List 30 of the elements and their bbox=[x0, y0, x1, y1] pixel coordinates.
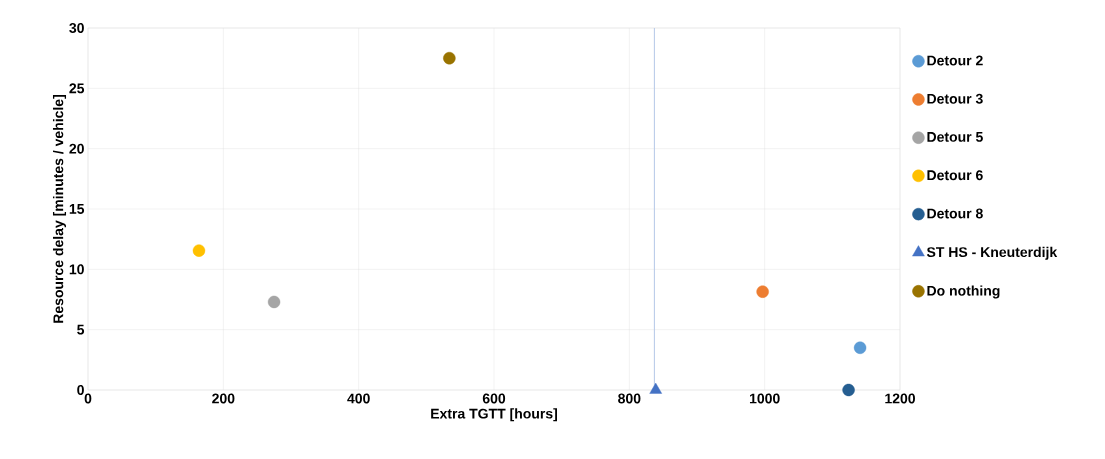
x-tick-label: 1000 bbox=[749, 393, 780, 404]
x-axis-title: Extra TGTT [hours] bbox=[431, 408, 557, 422]
x-tick-label: 400 bbox=[347, 393, 370, 404]
y-tick-label: 10 bbox=[69, 264, 84, 275]
point bbox=[649, 382, 662, 394]
legend-label: Detour 8 bbox=[927, 208, 983, 219]
y-tick-label: 25 bbox=[69, 83, 85, 94]
legend-label: Detour 5 bbox=[927, 132, 983, 142]
y-tick-label: 5 bbox=[77, 324, 85, 335]
y-axis-title: Resource delay [minutes / vehicle] bbox=[52, 95, 67, 323]
y-tick-label: 20 bbox=[69, 143, 84, 154]
x-tick-label: 200 bbox=[212, 393, 235, 404]
x-tick-label: 0 bbox=[84, 393, 92, 404]
legend-label: Detour 2 bbox=[927, 55, 983, 66]
point bbox=[842, 383, 855, 397]
legend-label: Detour 6 bbox=[927, 170, 983, 181]
x-tick-label: 1200 bbox=[885, 393, 915, 404]
point bbox=[853, 341, 867, 354]
y-tick-label: 30 bbox=[69, 23, 84, 33]
legend-label: Detour 3 bbox=[927, 93, 983, 104]
y-tick-label: 0 bbox=[77, 385, 84, 395]
x-tick-label: 600 bbox=[482, 393, 506, 404]
legend-label: ST HS - Kneuterdijk bbox=[926, 246, 1058, 260]
point bbox=[756, 285, 769, 298]
legend-label: Do nothing bbox=[927, 285, 1000, 299]
point bbox=[267, 295, 281, 309]
point bbox=[443, 51, 456, 65]
point bbox=[192, 244, 206, 257]
y-tick-label: 15 bbox=[69, 204, 85, 214]
x-tick-label: 800 bbox=[618, 393, 641, 404]
